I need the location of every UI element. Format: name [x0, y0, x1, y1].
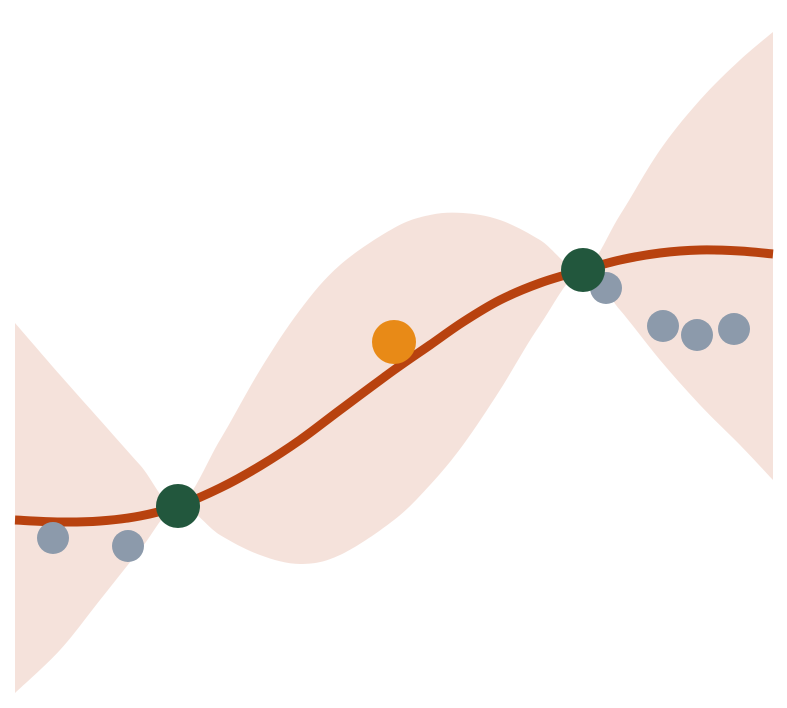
- data-point: [647, 310, 679, 342]
- data-point: [156, 484, 200, 528]
- data-point: [37, 522, 69, 554]
- data-point: [718, 313, 750, 345]
- data-point: [681, 319, 713, 351]
- data-point: [372, 320, 416, 364]
- mean-line: [14, 245, 774, 527]
- data-point: [561, 248, 605, 292]
- data-point: [112, 530, 144, 562]
